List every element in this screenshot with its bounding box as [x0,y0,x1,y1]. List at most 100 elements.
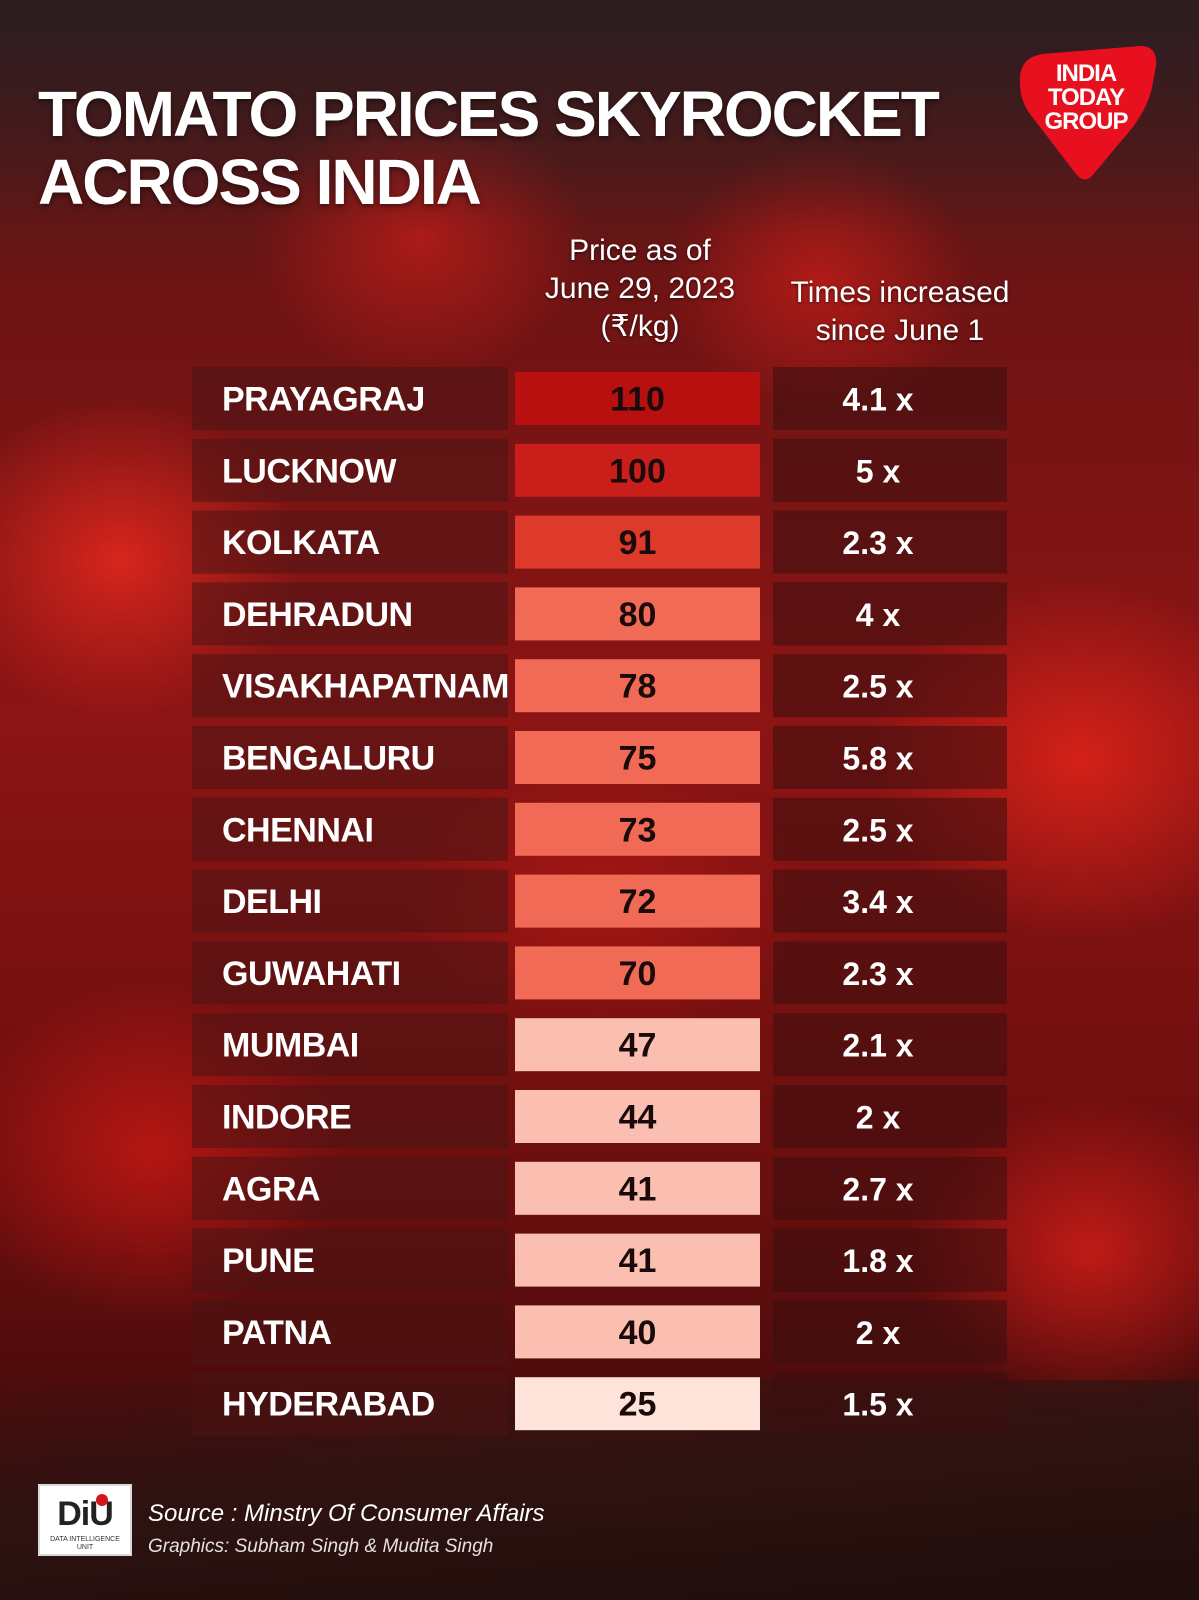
times-header-line-2: since June 1 [815,314,985,347]
price-cell [515,659,760,713]
times-label: 1.5 x [842,1387,913,1423]
price-cell [515,946,760,1000]
times-label: 5 x [856,453,901,489]
diu-logo-text: DiU [57,1495,114,1533]
city-label: HYDERABAD [222,1386,435,1424]
price-label: 110 [610,381,665,419]
city-label: PUNE [222,1242,314,1280]
city-band [192,1013,508,1077]
times-cell [773,941,1007,1005]
price-label: 73 [619,811,657,849]
times-label: 2.7 x [842,1171,913,1207]
price-header-line-1: Price as of [569,234,711,267]
price-cell [515,515,760,569]
city-label: LUCKNOW [222,452,397,490]
times-label: 2.3 x [842,525,913,561]
city-label: CHENNAI [222,811,373,849]
india-today-logo-text: INDIA TODAY GROUP [1024,62,1148,134]
city-label: KOLKATA [222,524,380,562]
times-cell [773,510,1007,574]
price-header-line-2: June 29, 2023 [544,272,736,305]
times-label: 2.1 x [842,1028,913,1064]
times-label: 4 x [856,597,901,633]
times-cell [773,1013,1007,1077]
times-header-line-1: Times increased [790,276,1010,309]
title-line-1: TOMATO PRICES SKYROCKET [38,78,940,150]
times-cell [773,1372,1007,1436]
price-label: 25 [619,1386,657,1424]
price-cell [515,874,760,928]
price-cell [515,372,760,425]
price-label: 72 [619,883,657,921]
price-header-line-3: (₹/kg) [600,310,680,343]
price-label: 91 [619,524,657,562]
page-title: TOMATO PRICES SKYROCKET ACROSS INDIA [38,78,940,218]
price-label: 40 [619,1314,657,1352]
times-cell [773,654,1007,718]
times-cell [773,726,1007,789]
times-label: 2.3 x [842,956,913,992]
city-band [192,654,508,718]
city-band [192,797,508,861]
source-note: Source : Minstry Of Consumer Affairs [148,1500,545,1527]
price-label: 44 [619,1099,657,1137]
city-band [192,1228,508,1292]
times-label: 5.8 x [842,741,913,777]
price-label: 80 [619,596,657,634]
times-cell [773,1156,1007,1220]
city-band [192,941,508,1005]
price-column-header: Price as of June 29, 2023 (₹/kg) [500,232,780,346]
logo-line-1: INDIA [1055,60,1117,87]
city-band [192,1300,508,1364]
city-label: AGRA [222,1170,320,1208]
times-cell [773,1085,1007,1148]
times-cell [773,869,1007,933]
price-label: 47 [619,1027,657,1065]
city-label: DEHRADUN [222,596,413,634]
times-label: 3.4 x [842,884,913,920]
price-cell [515,1161,760,1215]
background-shade-top [0,0,1199,230]
times-column-header: Times increased since June 1 [765,274,1035,350]
city-band [192,1085,508,1148]
price-cell [515,731,760,784]
logo-line-2: TODAY [1047,84,1125,111]
city-label: DELHI [222,883,322,921]
city-band [192,1372,508,1436]
times-label: 4.1 x [842,382,913,418]
price-label: 41 [619,1170,657,1208]
diu-logo: DiU DATA INTELLIGENCE UNIT [38,1484,132,1556]
diu-logo-subtext: DATA INTELLIGENCE UNIT [50,1536,120,1551]
title-line-2: ACROSS INDIA [38,146,482,218]
times-cell [773,1300,1007,1364]
logo-line-3: GROUP [1044,108,1128,135]
city-band [192,1156,508,1220]
price-cell [515,1018,760,1072]
city-label: INDORE [222,1099,351,1137]
city-label: GUWAHATI [222,955,401,993]
india-today-logo-shape [1019,46,1157,180]
city-label: PRAYAGRAJ [222,381,425,419]
diu-logo-dot-icon [96,1494,108,1506]
times-cell [773,1228,1007,1292]
price-cell [515,443,760,497]
price-label: 41 [619,1242,657,1280]
times-label: 2 x [856,1315,901,1351]
city-band [192,869,508,933]
price-cell [515,1090,760,1143]
price-label: 78 [619,668,657,706]
graphics-credit: Graphics: Subham Singh & Mudita Singh [148,1536,494,1557]
city-label: PATNA [222,1314,332,1352]
city-band [192,510,508,574]
city-band [192,582,508,646]
city-band [192,438,508,502]
price-cell [515,1305,760,1359]
times-label: 2 x [856,1100,901,1136]
city-label: VISAKHAPATNAM [222,668,509,706]
times-cell [773,797,1007,861]
times-label: 1.8 x [842,1243,913,1279]
times-label: 2.5 x [842,812,913,848]
price-label: 75 [619,740,657,778]
price-label: 100 [609,452,666,490]
